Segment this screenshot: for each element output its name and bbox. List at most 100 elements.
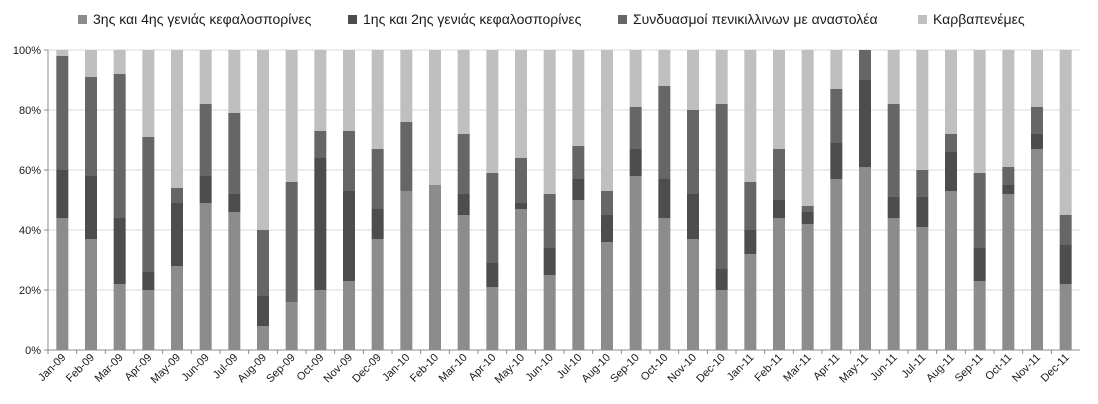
x-tick-label: Sep-11: [953, 352, 986, 385]
bar-segment-1: [744, 254, 757, 350]
bar-segment-1: [56, 218, 69, 350]
bar-segment-1: [228, 212, 241, 350]
bar-segment-3: [887, 104, 900, 197]
bar-segment-2: [973, 248, 986, 281]
bar-segment-4: [1031, 50, 1043, 107]
bar-segment-1: [85, 239, 97, 350]
x-tick-label: Dec-10: [694, 352, 728, 386]
x-tick-label: Sep-09: [264, 352, 298, 386]
x-tick-label: Jun-09: [180, 352, 212, 384]
bar-segment-3: [371, 149, 384, 209]
x-tick-label: Nov-09: [322, 352, 356, 386]
x-tick-label: Jan-09: [36, 352, 68, 384]
bar-segment-1: [801, 224, 814, 350]
legend-label: 3ης και 4ης γενιάς κεφαλοσπορίνες: [93, 11, 312, 27]
bar-segment-3: [945, 134, 957, 152]
x-tick-label: Sep-10: [608, 352, 642, 386]
bars: [56, 50, 1072, 350]
y-axis-ticks: 0% 20% 40% 60% 80% 100%: [13, 45, 48, 357]
bar-segment-4: [486, 50, 499, 173]
legend-swatch: [918, 15, 927, 24]
bar-segment-1: [113, 284, 126, 350]
y-tick-label: 80%: [19, 105, 41, 117]
bar-segment-4: [343, 50, 355, 131]
bar-segment-1: [515, 209, 527, 350]
bar-segment-1: [486, 287, 499, 350]
bar-segment-4: [973, 50, 986, 173]
bar-segment-3: [515, 158, 527, 203]
bar-segment-4: [171, 50, 183, 188]
bar-segment-4: [85, 50, 97, 77]
bar-segment-3: [543, 194, 556, 248]
bar-segment-2: [572, 179, 585, 200]
bar-segment-1: [601, 242, 613, 350]
bar-segment-3: [629, 107, 642, 149]
y-tick-label: 100%: [13, 45, 41, 57]
bar-segment-3: [400, 122, 413, 191]
bar-segment-4: [801, 50, 814, 206]
bar-segment-1: [916, 227, 929, 350]
bar-segment-2: [658, 179, 671, 218]
bar-segment-3: [773, 149, 785, 200]
bar-segment-4: [429, 50, 441, 185]
bar-segment-1: [400, 191, 413, 350]
bar-segment-1: [429, 185, 441, 350]
bar-segment-1: [1002, 194, 1015, 350]
x-tick-label: Jun-10: [524, 352, 556, 384]
bar-segment-4: [285, 50, 298, 182]
bar-segment-1: [945, 191, 957, 350]
x-tick-label: Oct-10: [639, 352, 671, 384]
bar-segment-3: [457, 134, 470, 194]
bar-segment-2: [371, 209, 384, 239]
bar-segment-3: [228, 113, 241, 194]
bar-segment-2: [801, 212, 814, 224]
bar-segment-4: [916, 50, 929, 170]
bar-segment-1: [457, 215, 470, 350]
x-tick-label: Nov-10: [666, 352, 700, 386]
bar-segment-2: [715, 269, 728, 290]
bar-segment-3: [801, 206, 814, 212]
bar-segment-2: [142, 272, 155, 290]
x-tick-label: Feb-10: [408, 352, 441, 385]
bar-segment-3: [314, 131, 327, 158]
x-tick-label: Jan-11: [725, 352, 757, 384]
x-tick-label: Aug-09: [236, 352, 270, 386]
bar-segment-4: [687, 50, 699, 110]
bar-segment-2: [1031, 134, 1043, 149]
bar-segment-4: [830, 50, 843, 89]
y-tick-label: 40%: [19, 225, 41, 237]
bar-segment-1: [572, 200, 585, 350]
bar-segment-4: [371, 50, 384, 149]
bar-segment-4: [515, 50, 527, 158]
x-tick-label: Feb-11: [753, 352, 786, 385]
x-tick-label: Dec-09: [350, 352, 384, 386]
bar-segment-2: [859, 80, 871, 167]
bar-segment-3: [1031, 107, 1043, 134]
legend-label: 1ης και 2ης γενιάς κεφαλοσπορίνες: [363, 11, 582, 27]
x-tick-label: Oct-09: [295, 352, 327, 384]
bar-segment-3: [830, 89, 843, 143]
bar-segment-3: [85, 77, 97, 176]
bar-segment-3: [142, 137, 155, 272]
bar-segment-1: [171, 266, 183, 350]
x-tick-label: Oct-11: [983, 352, 1014, 383]
x-tick-label: Dec-11: [1039, 352, 1072, 385]
bar-segment-2: [199, 176, 212, 203]
bar-segment-4: [773, 50, 785, 149]
bar-segment-4: [457, 50, 470, 134]
x-tick-label: Feb-09: [64, 352, 97, 385]
bar-segment-2: [457, 194, 470, 215]
x-tick-label: Nov-11: [1010, 352, 1043, 385]
bar-segment-1: [1059, 284, 1072, 350]
bar-segment-3: [257, 230, 269, 296]
bar-segment-4: [715, 50, 728, 104]
legend-label: Συνδυασμοί πενικιλλινων με αναστολέα: [633, 11, 878, 27]
bar-segment-1: [687, 239, 699, 350]
bar-segment-3: [1059, 215, 1072, 245]
bar-segment-2: [314, 158, 327, 290]
bar-segment-1: [285, 302, 298, 350]
bar-segment-2: [629, 149, 642, 176]
bar-segment-2: [687, 194, 699, 239]
bar-segment-3: [687, 110, 699, 194]
